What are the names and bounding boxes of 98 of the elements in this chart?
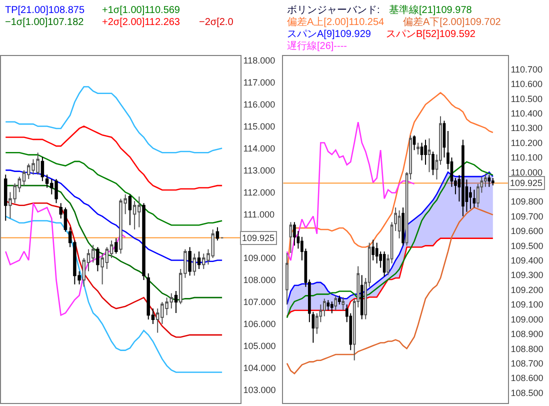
candlestick [128, 194, 132, 226]
y-tick-label: 109.700 [510, 211, 544, 222]
y-tick-label: 108.800 [510, 344, 544, 354]
y-tick-label: 109.100 [510, 300, 544, 310]
y-tick-label: 109.400 [510, 256, 544, 266]
text: スパンA[9]109.929 [287, 29, 372, 40]
y-tick-label: 110.200 [510, 138, 543, 148]
y-tick-label: 113.000 [243, 165, 276, 176]
candlestick [442, 120, 446, 158]
text: TP[21.00]108.875 [5, 5, 85, 16]
y-tick-label: 114.000 [243, 143, 276, 154]
y-tick-label: 110.100 [510, 152, 543, 163]
y-tick-label: 116.000 [243, 99, 276, 110]
candlestick [428, 138, 431, 173]
line-series [286, 206, 494, 374]
candlestick [197, 250, 201, 270]
candlestick [326, 300, 330, 311]
y-tick-label: 108.700 [510, 358, 544, 368]
text: スパンB[52]109.592 [386, 29, 476, 40]
line-series [4, 202, 126, 316]
candlestick [192, 253, 196, 276]
y-tick-label: 110.700 [510, 64, 543, 74]
text: +1σ[1.00]110.569 [102, 5, 180, 16]
y-tick-label: 109.600 [510, 226, 544, 236]
candlestick [286, 252, 288, 305]
candlestick [334, 295, 338, 311]
y-tick-label: 115.000 [243, 121, 276, 132]
y-tick-label: 109.300 [510, 270, 544, 280]
y-tick-label: 104.000 [243, 363, 276, 374]
candlestick [472, 189, 476, 208]
y-tick-label: 107.000 [243, 297, 276, 308]
y-tick-label: 106.000 [243, 319, 276, 330]
y-tick-label: 108.500 [510, 388, 544, 398]
text: 遅行線[26]---- [287, 40, 347, 52]
y-tick-label: 110.500 [510, 94, 543, 104]
candlestick [462, 139, 464, 217]
candlestick [420, 142, 424, 161]
line-series [4, 86, 223, 154]
y-tick-label: 118.000 [243, 56, 276, 66]
y-tick-label: 111.000 [243, 209, 274, 220]
candlestick [338, 295, 341, 305]
line-series [4, 184, 223, 300]
candlestick [289, 222, 292, 254]
y-tick-label: 109.800 [510, 196, 544, 207]
y-tick-label: 117.000 [243, 78, 276, 88]
y-tick-label: 108.600 [510, 373, 544, 384]
text: 偏差A上[2.00]110.254 [287, 16, 385, 28]
candlestick [96, 246, 100, 272]
candlestick [4, 174, 8, 222]
y-tick-label: 110.300 [510, 123, 543, 134]
candlestick [492, 178, 494, 186]
y-tick-label: 109.500 [510, 240, 544, 251]
text: +2σ[2.00]112.263 [102, 17, 180, 28]
y-tick-label: 108.900 [510, 329, 544, 340]
candlestick [488, 174, 491, 188]
y-tick-label: 109.000 [243, 253, 276, 264]
candlestick [293, 222, 296, 246]
y-tick-label: 112.000 [243, 187, 276, 198]
y-tick-label: 109.000 [510, 314, 544, 324]
candlestick [142, 202, 146, 281]
candlestick [174, 290, 178, 314]
text: 偏差A下[2.00]109.702 [403, 16, 502, 28]
candlestick [40, 156, 44, 182]
candlestick [330, 301, 334, 314]
line-series [286, 122, 415, 262]
candlestick [375, 242, 378, 264]
line-series [4, 126, 223, 191]
text: −2σ[2.0 [199, 17, 234, 28]
y-tick-label: 105.000 [243, 341, 276, 352]
line-series [286, 238, 494, 317]
candlestick [424, 139, 427, 166]
candlestick [342, 296, 345, 311]
line-series [4, 170, 223, 264]
line-series [4, 200, 223, 338]
ref-line-label: 109.925 [510, 178, 543, 188]
candlestick [402, 206, 404, 246]
candlestick [398, 210, 401, 239]
candlestick [412, 134, 416, 151]
candlestick [360, 274, 364, 320]
text: 基準線[21]109.978 [389, 4, 472, 16]
y-tick-label: 110.400 [510, 108, 543, 118]
candlestick [114, 238, 118, 254]
candlestick [382, 251, 386, 278]
chart-title: ボリンジャーバンド: [287, 5, 380, 16]
candlestick [216, 226, 220, 241]
candlestick [188, 246, 192, 276]
line-series [4, 216, 223, 373]
ref-line-label: 109.925 [242, 233, 275, 243]
text: −1σ[1.00]107.182 [5, 17, 84, 28]
candlestick [416, 142, 420, 156]
y-tick-label: 103.000 [243, 384, 276, 395]
candlestick [432, 151, 434, 176]
y-tick-label: 110.000 [510, 167, 543, 178]
candlestick [372, 239, 375, 261]
line-series [4, 152, 223, 226]
y-tick-label: 109.200 [510, 284, 544, 295]
y-tick-label: 110.600 [510, 79, 543, 90]
y-tick-label: 108.000 [243, 275, 276, 286]
